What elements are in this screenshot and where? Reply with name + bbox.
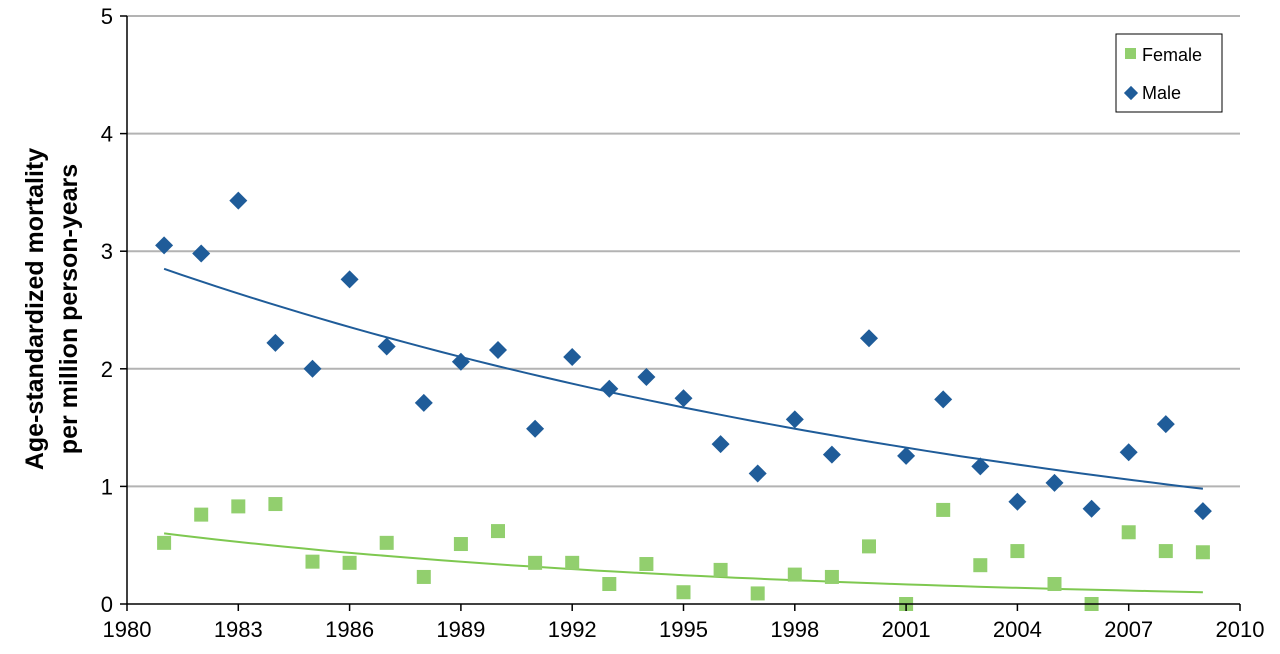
point-female — [1121, 525, 1136, 540]
point-male — [860, 329, 878, 348]
point-female — [268, 497, 283, 512]
point-male — [822, 445, 841, 464]
point-female — [750, 586, 765, 601]
point-female — [1195, 545, 1210, 560]
axes — [120, 15, 1241, 611]
x-tick-label: 1992 — [548, 617, 597, 642]
trendlines — [163, 267, 1204, 594]
point-male — [934, 390, 953, 409]
point-female — [1010, 544, 1025, 559]
x-tick-label: 1995 — [659, 617, 708, 642]
legend-male-marker — [1123, 85, 1139, 101]
point-male — [971, 457, 990, 476]
x-tick-label: 1986 — [325, 617, 374, 642]
point-male — [192, 244, 211, 263]
point-male — [637, 368, 656, 387]
y-tick-label: 0 — [101, 592, 113, 617]
point-female — [157, 535, 172, 550]
point-female — [379, 535, 394, 550]
point-male — [266, 333, 285, 352]
legend-box — [1115, 33, 1223, 113]
point-male — [414, 393, 433, 412]
legend: Female Male — [1115, 33, 1223, 113]
point-male — [563, 348, 582, 367]
trendline-female — [163, 532, 1203, 594]
point-female — [565, 555, 580, 570]
x-tick-label: 2007 — [1104, 617, 1153, 642]
point-female — [713, 562, 728, 577]
point-male — [785, 410, 804, 429]
point-male — [1008, 492, 1027, 511]
y-tick-label: 1 — [101, 474, 113, 499]
point-female — [231, 499, 246, 514]
point-female — [194, 507, 209, 522]
point-male — [897, 446, 916, 465]
y-axis-title: Age-standardized mortality per million p… — [21, 148, 83, 470]
point-male — [600, 379, 619, 398]
tick-labels: 0 1 2 3 4 5 1980 1983 1986 1989 1992 1995 1998 2001 20… — [101, 4, 1265, 642]
y-tick-label: 3 — [101, 239, 113, 264]
x-tick-label: 2001 — [882, 617, 931, 642]
gridlines — [127, 15, 1240, 488]
point-male — [489, 340, 507, 359]
point-female — [973, 558, 988, 573]
point-male — [303, 359, 322, 378]
point-female — [862, 539, 876, 554]
point-male — [340, 270, 359, 289]
point-male — [155, 236, 174, 255]
point-female — [602, 577, 617, 592]
y-axis-title-line-1: Age-standardized mortality — [21, 148, 49, 470]
point-female — [824, 569, 839, 584]
x-tick-label: 2010 — [1216, 617, 1265, 642]
point-female — [453, 537, 468, 552]
x-tick-label: 1983 — [214, 617, 263, 642]
x-tick-label: 2004 — [993, 617, 1042, 642]
data-markers — [155, 191, 1212, 611]
point-male — [674, 389, 693, 408]
point-male — [1045, 473, 1064, 492]
legend-male-label: Male — [1142, 83, 1181, 103]
y-axis-title-line-2: per million person-years — [55, 164, 83, 454]
x-tick-label: 1989 — [436, 617, 485, 642]
point-male — [1193, 502, 1212, 521]
point-male — [377, 337, 396, 356]
point-male — [1156, 415, 1175, 434]
point-female — [1047, 577, 1062, 592]
point-female — [491, 524, 505, 539]
point-male — [526, 419, 545, 438]
point-female — [639, 557, 654, 572]
point-female — [787, 567, 802, 582]
point-female — [305, 554, 320, 569]
point-female — [342, 555, 357, 570]
x-tick-label: 1998 — [770, 617, 819, 642]
point-male — [1082, 499, 1101, 518]
point-female — [936, 502, 951, 517]
point-female — [416, 569, 431, 584]
point-female — [676, 585, 691, 600]
point-male — [229, 191, 248, 210]
point-male — [451, 352, 470, 371]
legend-female-marker — [1125, 48, 1136, 59]
x-tick-label: 1980 — [103, 617, 152, 642]
trendline-male — [163, 267, 1204, 490]
legend-female-label: Female — [1142, 45, 1202, 65]
y-tick-label: 4 — [101, 122, 113, 147]
point-male — [748, 464, 767, 483]
y-tick-label: 2 — [101, 357, 113, 382]
point-male — [711, 435, 730, 454]
point-female — [1158, 544, 1173, 559]
point-female — [528, 555, 543, 570]
point-male — [1119, 443, 1138, 462]
y-tick-label: 5 — [101, 4, 113, 29]
